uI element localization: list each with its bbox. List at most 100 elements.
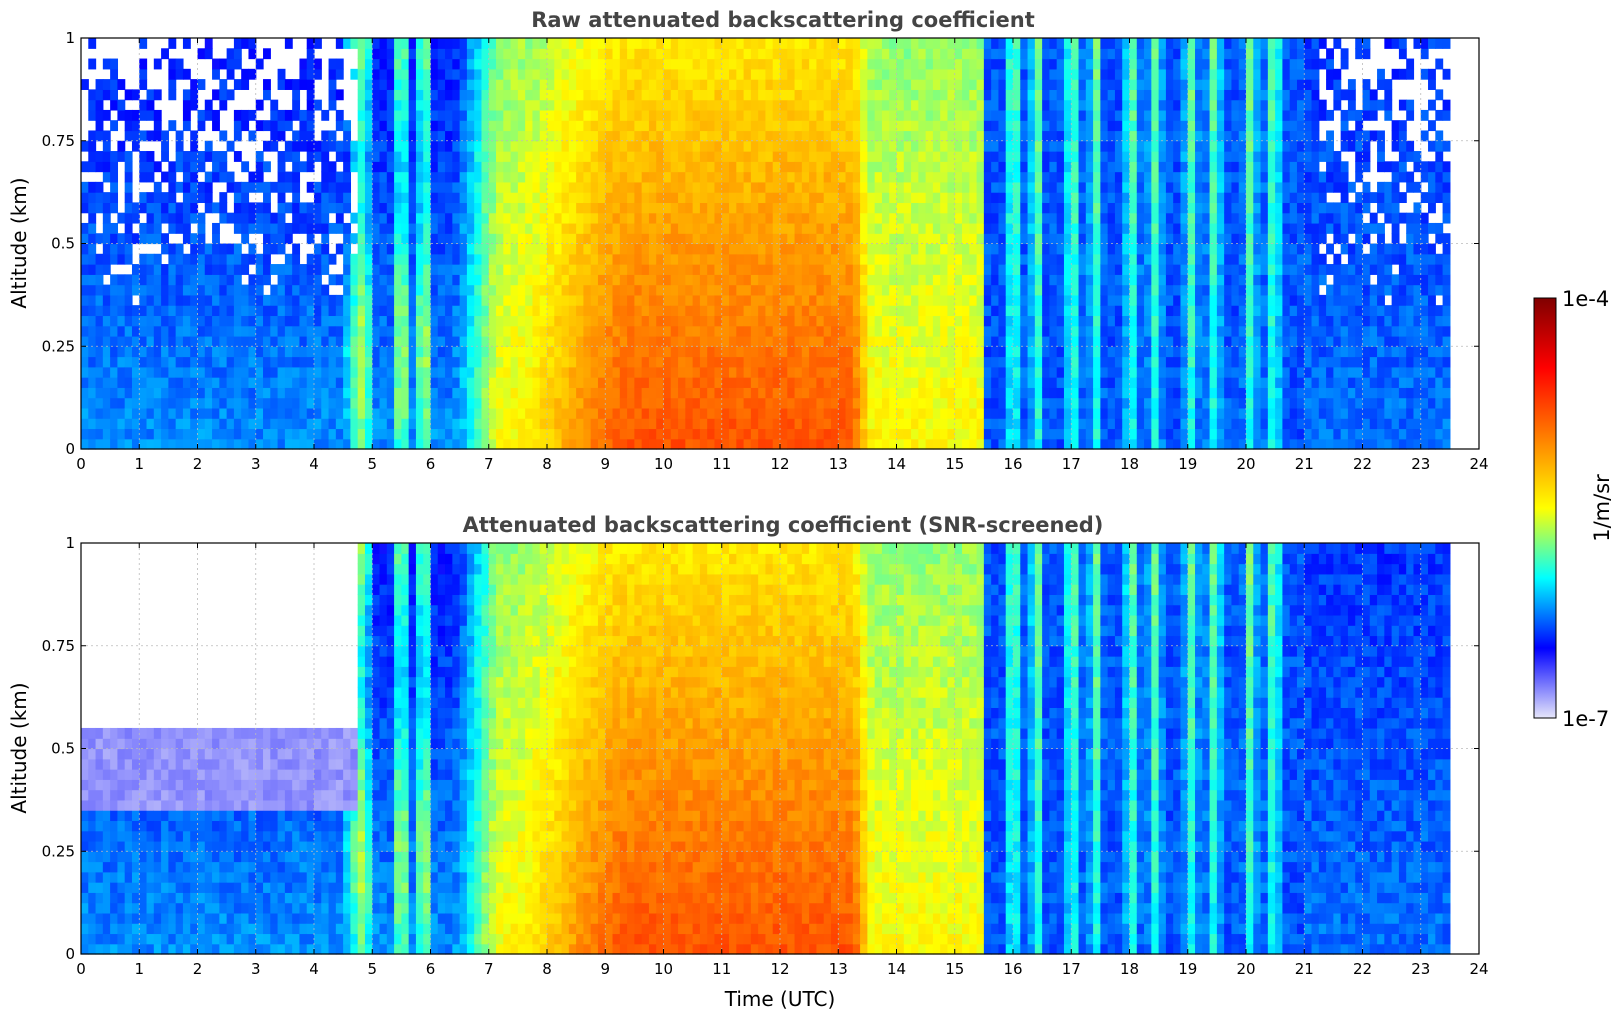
heatmap-cell [699,171,708,183]
heatmap-cell [699,140,708,152]
heatmap-cell [503,48,512,60]
heatmap-cell [699,325,708,337]
heatmap-cell [721,130,730,142]
heatmap-cell [182,335,191,347]
heatmap-cell [503,284,512,296]
heatmap-cell [466,346,475,358]
heatmap-cell [445,264,453,275]
heatmap-cell [517,243,526,255]
heatmap-cell [881,407,890,419]
heatmap-cell [415,274,424,286]
heatmap-cell [415,161,424,173]
heatmap-cell [597,68,606,80]
heatmap-cell [714,140,723,152]
heatmap-cell [670,233,679,245]
heatmap-cell [627,151,635,162]
heatmap-cell [634,428,643,440]
heatmap-cell [445,253,453,265]
heatmap-cell [940,387,949,399]
heatmap-cell [335,243,344,255]
heatmap-cell [379,418,388,430]
heatmap-cell [131,428,140,440]
heatmap-cell [794,428,803,440]
heatmap-cell [299,140,308,152]
heatmap-cell [714,109,723,121]
heatmap-cell [1020,274,1029,286]
heatmap-cell [182,253,191,265]
heatmap-cell [619,294,628,306]
heatmap-cell [627,253,635,265]
heatmap-cell [153,387,162,399]
heatmap-cell [605,171,614,183]
heatmap-cell [161,212,169,224]
heatmap-cell [459,120,468,132]
heatmap-cell [780,192,788,204]
heatmap-cell [889,366,898,378]
heatmap-cell [561,79,570,90]
heatmap-cell [139,294,148,306]
heatmap-cell [969,89,978,101]
heatmap-cell [874,356,883,368]
heatmap-cell [452,387,461,399]
heatmap-cell [787,346,796,358]
heatmap-cell [525,274,534,286]
heatmap-cell [408,151,417,162]
heatmap-cell [408,346,417,358]
heatmap-cell [838,428,847,440]
heatmap-cell [481,397,490,409]
heatmap-cell [678,438,686,450]
heatmap-cell [707,428,716,440]
heatmap-cell [780,253,788,265]
heatmap-cell [284,407,293,419]
heatmap-cell [758,233,767,245]
heatmap-cell [932,243,941,255]
heatmap-cell [496,89,504,101]
heatmap-cell [445,48,453,60]
heatmap-cell [787,284,796,296]
heatmap-cell [182,305,191,317]
heatmap-cell [823,428,832,440]
heatmap-cell [911,264,919,275]
heatmap-cell [881,222,890,234]
heatmap-cell [852,407,861,419]
heatmap-cell [1034,335,1043,347]
heatmap-cell [590,89,599,101]
heatmap-cell [372,253,381,265]
heatmap-cell [838,99,847,111]
heatmap-cell [328,356,337,368]
heatmap-cell [561,68,570,80]
heatmap-cell [918,48,927,60]
heatmap-cell [648,294,657,306]
heatmap-cell [81,356,89,368]
heatmap-cell [102,294,111,306]
heatmap-cell [110,202,119,214]
heatmap-cell [911,315,919,327]
heatmap-cell [867,305,876,317]
heatmap-cell [721,181,730,193]
heatmap-cell [845,222,854,234]
heatmap-cell [787,140,796,152]
heatmap-cell [772,253,781,265]
heatmap-cell [780,274,788,286]
heatmap-cell [918,79,927,90]
heatmap-cell [576,264,585,275]
heatmap-cell [721,212,730,224]
heatmap-cell [663,305,672,317]
heatmap-cell [998,264,1007,275]
heatmap-cell [758,48,767,60]
heatmap-cell [226,397,235,409]
heatmap-cell [547,294,555,306]
heatmap-cell [772,161,781,173]
heatmap-cell [940,264,949,275]
heatmap-cell [474,428,483,440]
heatmap-cell [292,418,301,430]
heatmap-cell [612,418,621,430]
heatmap-cell [903,99,912,111]
heatmap-cell [787,212,796,224]
heatmap-cell [88,397,97,409]
heatmap-cell [88,294,97,306]
heatmap-cell [357,171,366,183]
heatmap-cell [110,99,119,111]
heatmap-cell [554,161,563,173]
heatmap-cell [182,99,191,111]
